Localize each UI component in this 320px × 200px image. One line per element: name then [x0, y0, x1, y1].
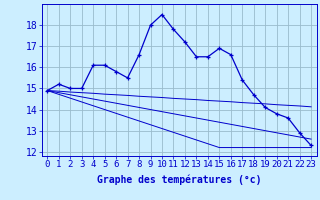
- X-axis label: Graphe des températures (°c): Graphe des températures (°c): [97, 175, 261, 185]
